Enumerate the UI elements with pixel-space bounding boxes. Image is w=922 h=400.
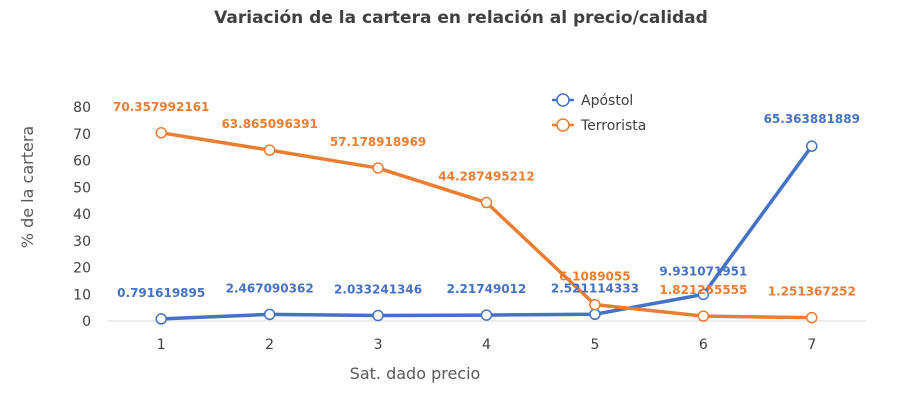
y-tick-label: 40	[73, 207, 91, 223]
series-point	[697, 310, 710, 322]
x-tick-label: 1	[157, 337, 166, 353]
x-tick-label: 5	[590, 337, 599, 353]
data-label: 63.865096391	[221, 117, 317, 131]
y-tick-label: 50	[73, 180, 91, 196]
series-point	[589, 298, 601, 311]
x-tick-label: 2	[265, 337, 274, 353]
legend-label: Terrorista	[580, 118, 646, 134]
x-axis-ticks: 1 2 3 4 5 6 7	[157, 337, 816, 353]
x-tick-label: 6	[699, 337, 708, 353]
data-label: 70.357992161	[113, 100, 209, 114]
data-label: 57.178918969	[330, 135, 426, 149]
data-label: 2.467090362	[226, 281, 314, 295]
x-tick-label: 7	[807, 337, 816, 353]
y-tick-label: 30	[73, 234, 91, 250]
x-axis-title: Sat. dado precio	[350, 364, 481, 383]
series-layer	[155, 127, 818, 325]
legend: Apóstol Terrorista	[552, 93, 646, 134]
legend-swatch-marker	[556, 118, 570, 132]
data-label: 2.033241346	[334, 283, 422, 297]
data-label: 44.287495212	[438, 170, 534, 184]
data-label: 2.21749012	[447, 282, 527, 296]
y-tick-label: 80	[73, 100, 91, 116]
series-point	[263, 144, 276, 156]
chart-title: Variación de la cartera en relación al p…	[214, 8, 708, 28]
x-tick-label: 3	[374, 337, 383, 353]
y-tick-label: 70	[73, 127, 91, 143]
series-point	[372, 162, 384, 174]
y-tick-label: 60	[73, 154, 91, 170]
series-point	[263, 308, 276, 321]
y-axis-ticks: 0 10 20 30 40 50 60 70 80	[73, 100, 91, 330]
data-label: 1.251367252	[768, 285, 856, 299]
data-labels: 0.791619895 2.467090362 2.033241346 2.21749…	[113, 100, 860, 300]
legend-label: Apóstol	[581, 93, 633, 109]
legend-swatch-marker	[556, 93, 570, 107]
y-tick-label: 10	[73, 287, 91, 303]
series-point	[480, 309, 493, 321]
series-point	[155, 313, 167, 325]
data-label: 9.931071951	[659, 264, 747, 278]
series-point	[806, 140, 818, 152]
data-label: 6.1089055	[559, 270, 630, 284]
y-tick-label: 20	[73, 261, 91, 277]
series-point	[155, 127, 167, 139]
data-label: 1.821255555	[659, 283, 747, 297]
data-label: 65.363881889	[764, 112, 860, 126]
data-label: 2.521114333	[551, 281, 639, 295]
series-point	[806, 311, 818, 324]
x-tick-label: 4	[482, 337, 491, 353]
y-axis-title: % de la cartera	[18, 126, 37, 248]
series-point	[697, 288, 710, 301]
data-label: 0.791619895	[117, 286, 205, 300]
series-point	[589, 308, 601, 321]
y-tick-label: 0	[82, 314, 91, 330]
series-point	[372, 309, 384, 322]
series-point	[480, 196, 493, 209]
